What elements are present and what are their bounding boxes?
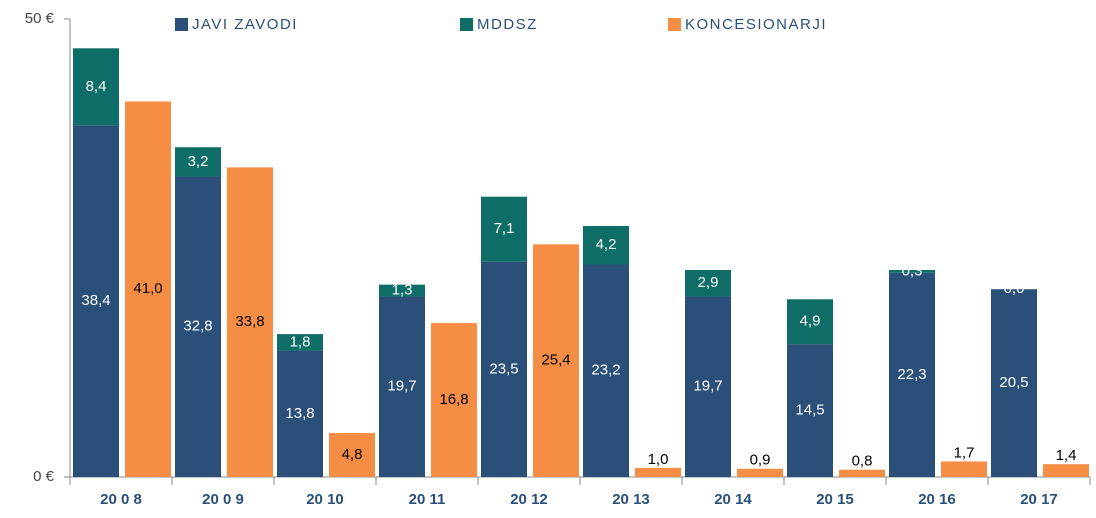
bar (583, 264, 629, 477)
x-tick-label: 20 14 (714, 491, 752, 508)
x-tick-label: 20 11 (409, 491, 446, 508)
bar (481, 261, 527, 477)
data-label: 0,3 (902, 262, 923, 279)
data-label: 33,8 (235, 313, 264, 330)
legend-swatch (668, 18, 681, 31)
legend-label: MDDSZ (477, 16, 538, 33)
data-label: 19,7 (387, 378, 416, 395)
bar (329, 433, 375, 477)
data-label: 0,0 (1004, 280, 1025, 297)
legend-swatch (175, 18, 188, 31)
legend-label: JAVI ZAVODI (192, 16, 298, 33)
bar (685, 269, 731, 297)
bar (685, 296, 731, 477)
data-label: 22,3 (897, 366, 926, 383)
data-label: 0,9 (750, 452, 771, 469)
data-label: 1,3 (392, 282, 413, 299)
data-label: 7,1 (494, 220, 515, 237)
data-label: 19,7 (693, 378, 722, 395)
data-label: 13,8 (285, 405, 314, 422)
bar (839, 469, 885, 477)
legend-label: KONCESIONARJI (685, 16, 827, 33)
data-label: 1,4 (1056, 447, 1077, 464)
bar (635, 467, 681, 477)
data-label: 1,7 (954, 444, 975, 461)
bar (787, 344, 833, 477)
bar (227, 167, 273, 477)
bar (889, 272, 935, 477)
data-label: 1,0 (648, 451, 669, 468)
bar (991, 289, 1037, 477)
data-label: 4,2 (596, 236, 617, 253)
data-label: 4,8 (342, 446, 363, 463)
x-tick-label: 20 15 (816, 491, 854, 508)
bar (379, 296, 425, 477)
data-label: 14,5 (795, 402, 824, 419)
bar (175, 176, 221, 477)
bar (941, 461, 987, 477)
x-tick-label: 20 16 (918, 491, 956, 508)
y-tick-label: 50 € (25, 10, 55, 27)
bar (431, 323, 477, 477)
data-label: 2,9 (698, 274, 719, 291)
bar (583, 226, 629, 265)
bar (1043, 464, 1089, 477)
data-label: 23,2 (591, 362, 620, 379)
data-label: 16,8 (439, 391, 468, 408)
data-label: 0,8 (852, 453, 873, 470)
bar (73, 125, 119, 478)
bar (73, 48, 119, 126)
bar (125, 101, 171, 477)
data-label: 8,4 (86, 78, 107, 95)
data-label: 23,5 (489, 360, 518, 377)
bar (889, 269, 935, 273)
bar (533, 244, 579, 477)
bar (481, 196, 527, 262)
data-label: 20,5 (999, 374, 1028, 391)
data-label: 41,0 (133, 280, 162, 297)
x-tick-label: 20 17 (1020, 491, 1058, 508)
data-label: 4,9 (800, 313, 821, 330)
x-tick-label: 20 0 9 (202, 491, 244, 508)
data-label: 3,2 (188, 153, 209, 170)
bar (737, 468, 783, 477)
data-label: 1,8 (290, 333, 311, 350)
x-tick-label: 20 10 (306, 491, 344, 508)
data-label: 38,4 (81, 292, 110, 309)
x-tick-label: 20 13 (612, 491, 650, 508)
data-label: 32,8 (183, 318, 212, 335)
x-tick-label: 20 12 (510, 491, 548, 508)
legend-swatch (460, 18, 473, 31)
bar (379, 284, 425, 297)
bar (787, 299, 833, 345)
data-label: 25,4 (541, 352, 570, 369)
bar (175, 147, 221, 177)
x-tick-label: 20 0 8 (100, 491, 142, 508)
bar (277, 350, 323, 477)
y-tick-label: 0 € (33, 468, 55, 485)
bar (277, 334, 323, 351)
